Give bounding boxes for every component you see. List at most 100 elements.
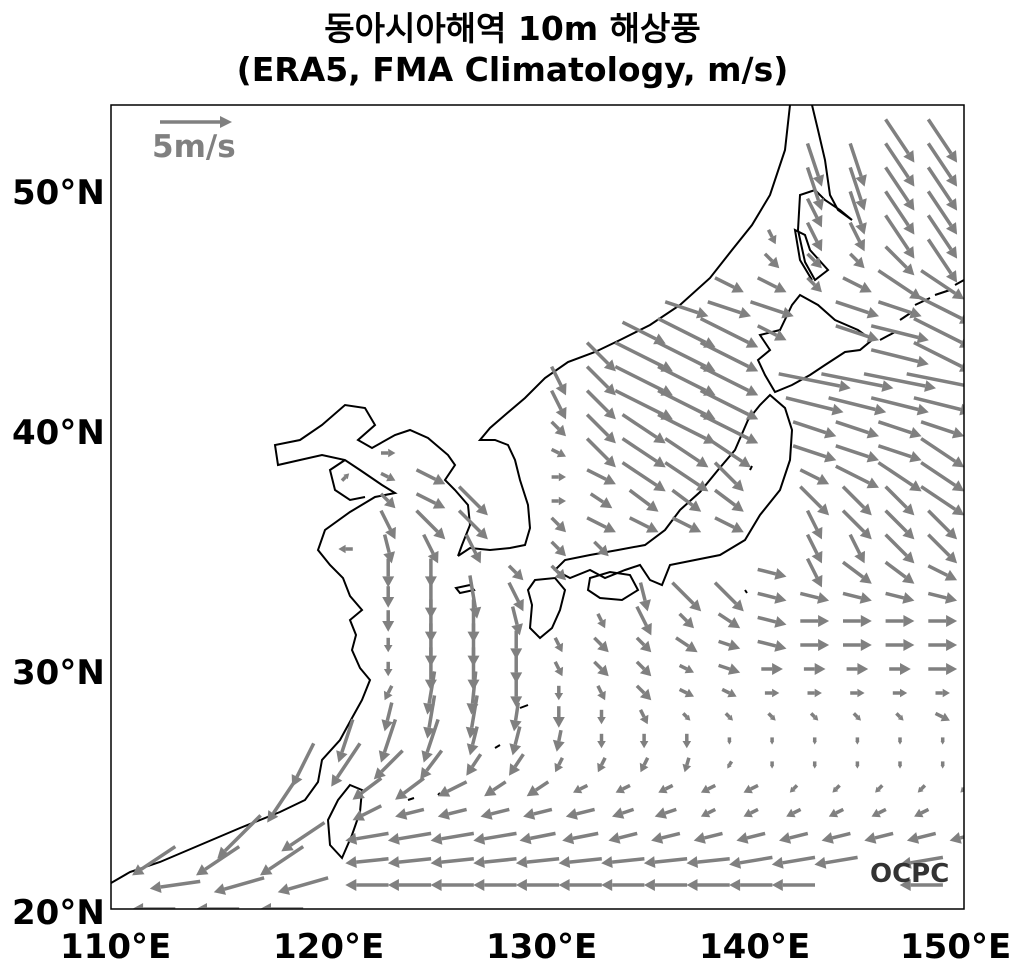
wind-vector-arrowhead-icon <box>727 639 741 651</box>
wind-vector <box>789 784 799 793</box>
wind-vector-shaft <box>635 660 646 671</box>
wind-vector-arrowhead-icon <box>384 496 396 509</box>
wind-vector-shaft <box>664 783 674 791</box>
wind-vector-arrowhead-icon <box>909 307 922 319</box>
wind-vector-shaft <box>585 413 610 437</box>
wind-vector-arrowhead-icon <box>916 403 929 416</box>
wind-vector-arrowhead-icon <box>196 864 209 876</box>
wind-vector-shaft <box>593 660 603 671</box>
wind-vector-arrowhead-icon <box>731 599 744 612</box>
wind-vector-shaft <box>913 396 962 412</box>
wind-vector-shaft <box>427 671 437 704</box>
wind-vector-shaft <box>927 591 947 600</box>
wind-vector-shaft <box>842 591 862 600</box>
wind-vector-arrowhead-icon <box>475 527 488 540</box>
wind-vector-shaft <box>809 712 816 719</box>
wind-vector <box>331 742 362 787</box>
wind-vector-shaft <box>835 444 870 459</box>
wind-vector-arrowhead-icon <box>382 621 395 632</box>
wind-vector-arrowhead-icon <box>810 280 822 293</box>
wind-vector-arrowhead-icon <box>700 808 711 818</box>
wind-vector <box>885 615 915 627</box>
wind-vector-shaft <box>913 317 963 345</box>
wind-vector-arrowhead-icon <box>871 808 881 818</box>
wind-vector-arrowhead-icon <box>774 592 787 604</box>
wind-vector <box>628 516 659 533</box>
wind-vector <box>415 492 446 509</box>
wind-vector <box>558 879 602 891</box>
wind-vector-arrowhead-icon <box>781 307 794 319</box>
wind-vector <box>928 663 958 675</box>
wind-vector-shaft <box>355 831 389 841</box>
wind-vector-arrowhead-icon <box>817 503 830 516</box>
wind-vector <box>877 420 922 439</box>
wind-vector <box>638 582 651 612</box>
wind-vector-arrowhead-icon <box>940 765 945 769</box>
wind-vector <box>805 509 823 540</box>
wind-vector <box>132 845 177 876</box>
wind-vector <box>526 780 550 797</box>
wind-vector-shaft <box>635 605 648 627</box>
wind-vector-arrowhead-icon <box>554 424 566 437</box>
wind-vector <box>387 879 432 891</box>
wind-vector-arrowhead-icon <box>513 598 524 612</box>
wind-vector <box>870 396 929 416</box>
wind-vector-shaft <box>852 712 859 719</box>
shikoku-coastline <box>586 570 640 602</box>
wind-vector <box>260 845 305 876</box>
wind-vector-shaft <box>622 783 631 791</box>
wind-vector-arrowhead-icon <box>951 504 964 516</box>
wind-vector <box>766 229 777 245</box>
wind-vector <box>877 300 922 319</box>
wind-vector-arrowhead-icon <box>437 808 450 820</box>
wind-vector-arrowhead-icon <box>597 717 606 725</box>
wind-vector <box>686 856 730 868</box>
wind-vector-arrowhead-icon <box>686 879 698 891</box>
wind-vector <box>927 533 958 564</box>
wind-vector-arrowhead-icon <box>902 592 915 604</box>
wind-vector-shaft <box>835 324 870 339</box>
wind-vector-arrowhead-icon <box>373 767 386 780</box>
wind-vector-shaft <box>848 533 862 555</box>
wind-vector-shaft <box>441 831 475 841</box>
wind-vector <box>771 855 816 869</box>
wind-vector-arrowhead-icon <box>812 765 817 769</box>
wind-vector-arrowhead-icon <box>774 329 787 341</box>
wind-vector-arrowhead-icon <box>949 832 962 844</box>
wind-vector-arrowhead-icon <box>338 544 346 554</box>
wind-vector <box>699 389 759 420</box>
wind-vector-arrowhead-icon <box>653 432 666 444</box>
wind-vector <box>821 372 894 392</box>
wind-vector-arrowhead-icon <box>916 331 929 344</box>
wind-vector-shaft <box>739 855 773 865</box>
wind-vector-shaft <box>664 461 701 487</box>
wind-vector-shaft <box>926 238 953 275</box>
wind-vector-arrowhead-icon <box>812 174 825 187</box>
wind-vector <box>383 685 394 701</box>
wind-vector-arrowhead-icon <box>824 427 837 439</box>
wind-vector-shaft <box>572 831 599 841</box>
wind-vector-arrowhead-icon <box>866 331 879 343</box>
wind-vector <box>380 471 396 482</box>
wind-vector <box>395 776 425 800</box>
kyushu-coastline <box>526 576 567 640</box>
wind-vector-arrowhead-icon <box>745 337 759 348</box>
wind-vector-arrowhead-icon <box>824 451 837 463</box>
wind-vector-shaft <box>707 807 717 815</box>
wind-vector <box>466 726 479 756</box>
wind-vector-arrowhead-icon <box>811 238 823 252</box>
wind-vector-shaft <box>805 533 819 555</box>
wind-vector-shaft <box>550 564 561 575</box>
lon-tick-140: 140°E <box>699 927 810 967</box>
wind-vector <box>593 636 609 653</box>
wind-vector <box>601 879 645 891</box>
wind-vector <box>345 856 389 868</box>
wind-vector-shaft <box>621 461 658 487</box>
wind-vector-arrowhead-icon <box>727 741 732 745</box>
wind-vector-shaft <box>806 252 816 263</box>
wind-vector <box>589 492 613 509</box>
wind-vector-shaft <box>160 879 201 889</box>
wind-vector-arrowhead-icon <box>967 380 979 392</box>
wind-vector-shaft <box>457 485 482 509</box>
wind-vector-arrowhead-icon <box>812 714 819 721</box>
